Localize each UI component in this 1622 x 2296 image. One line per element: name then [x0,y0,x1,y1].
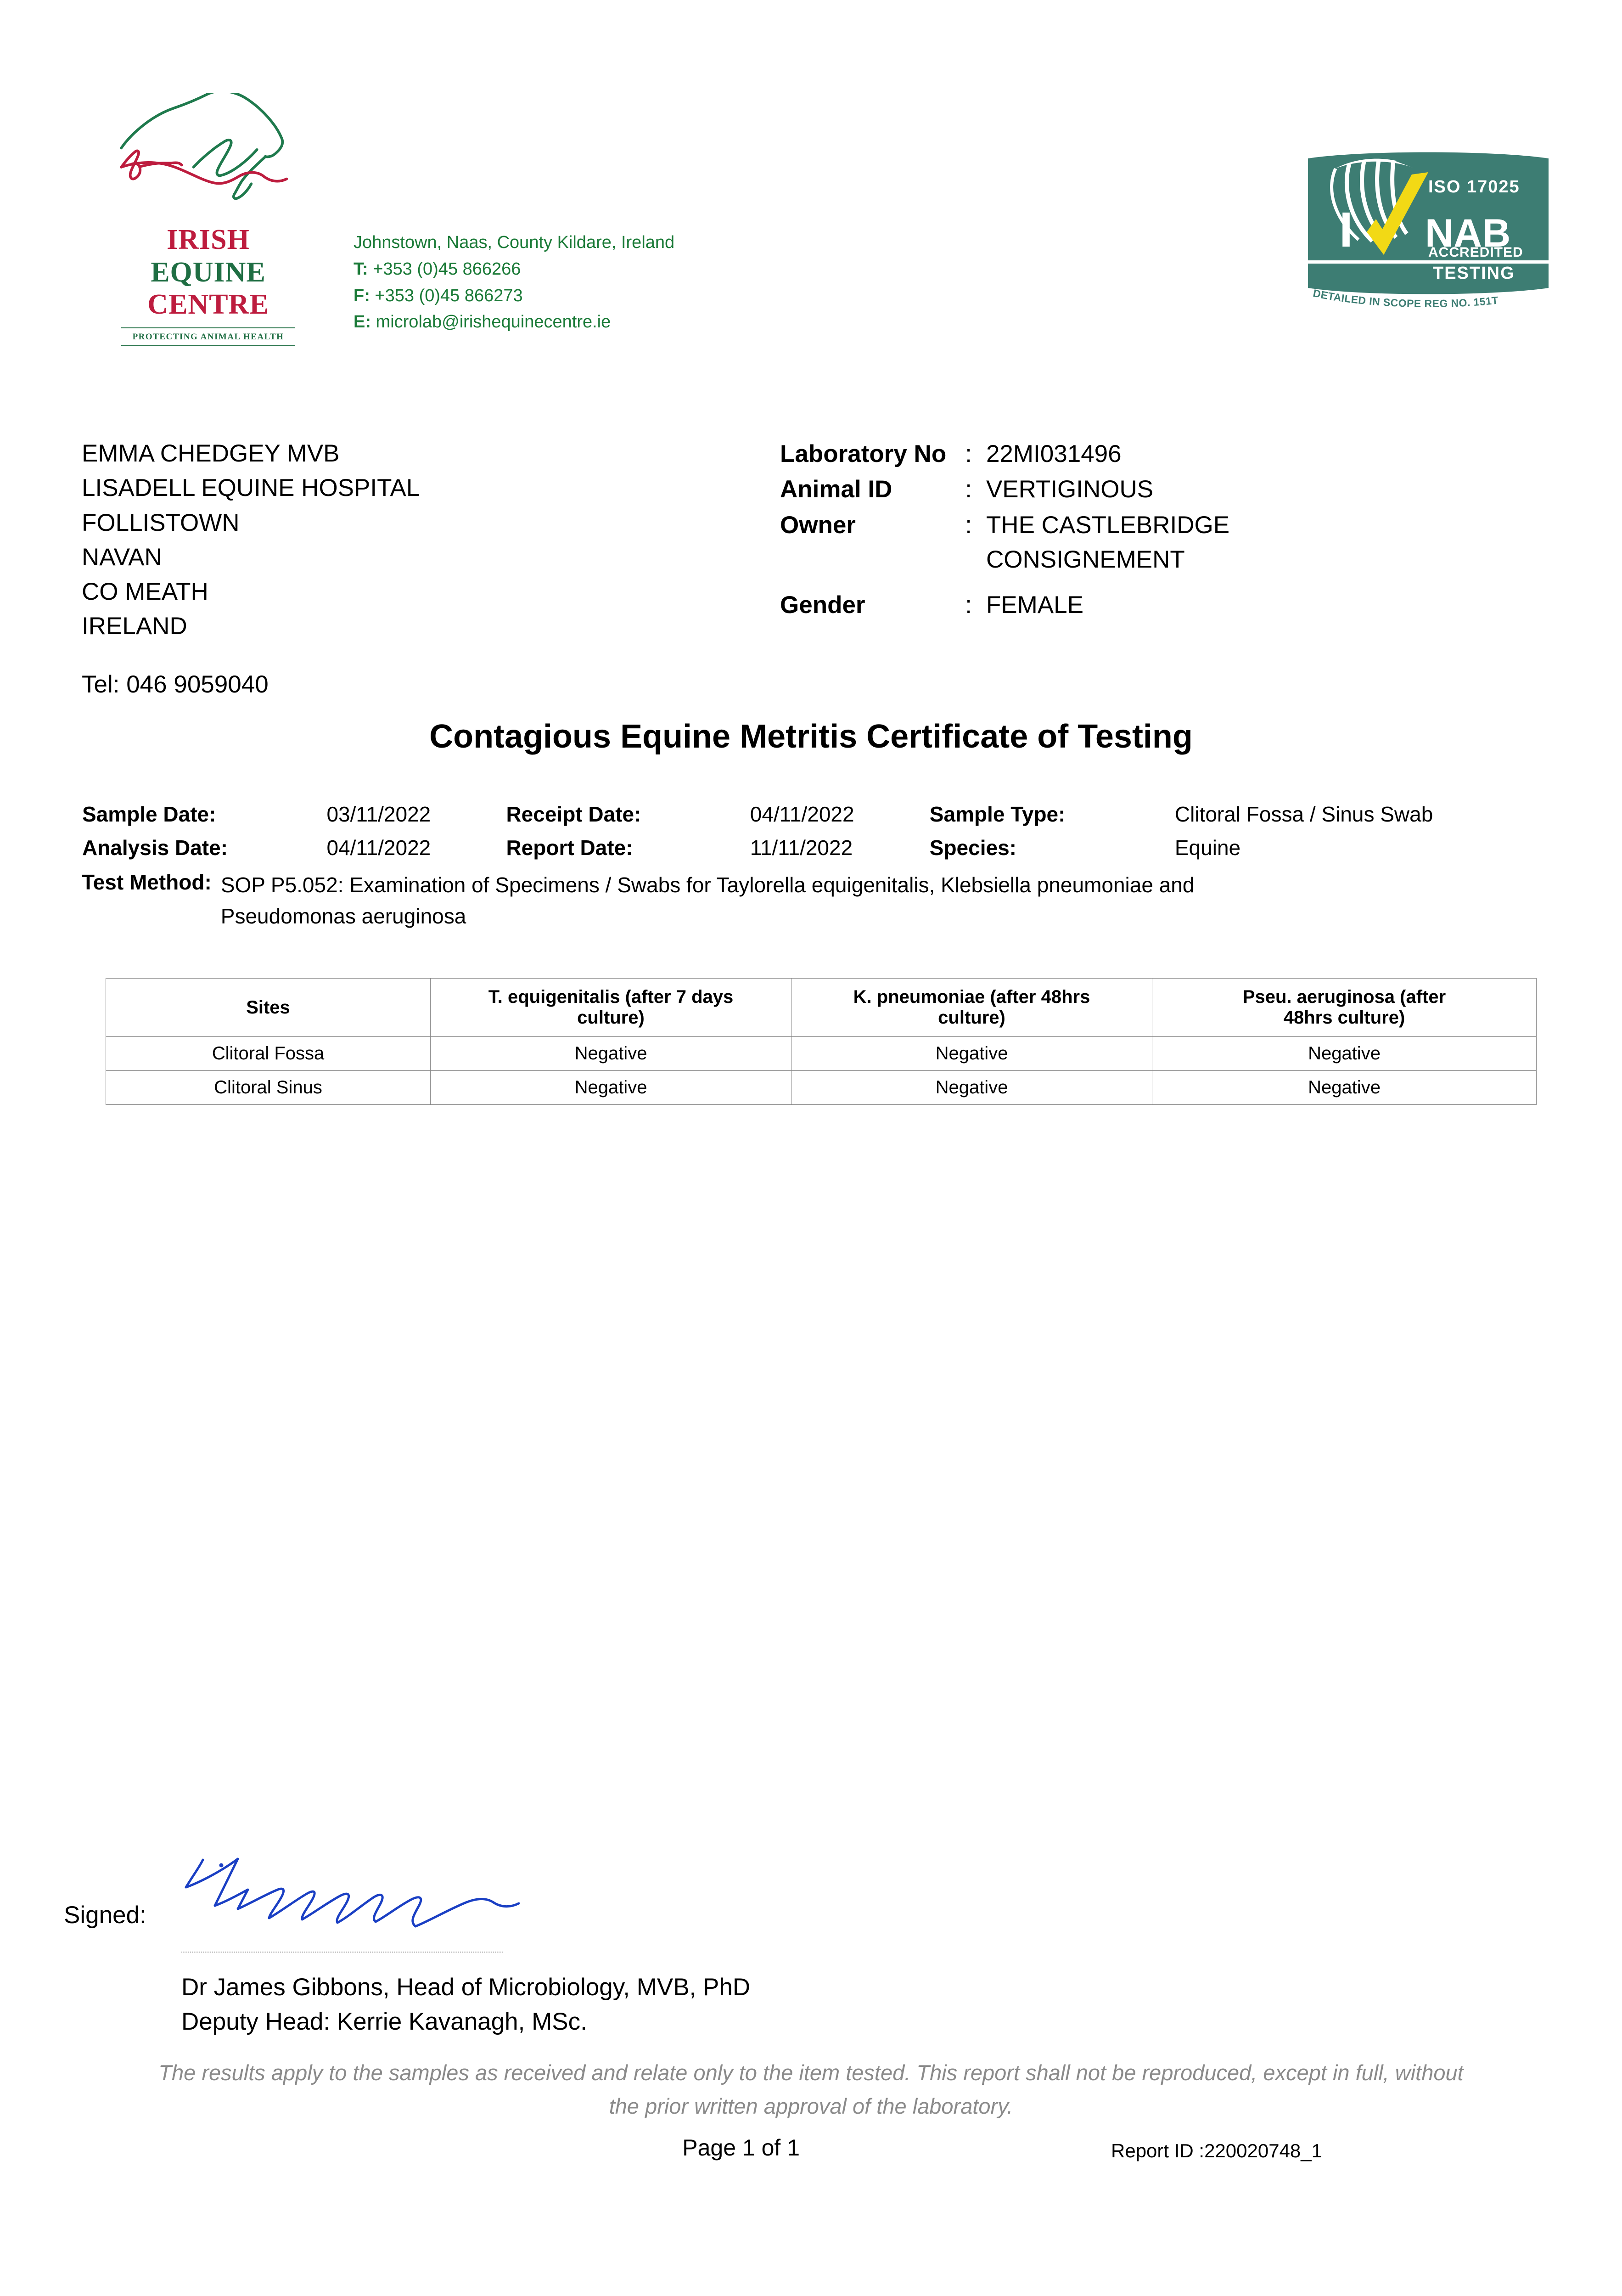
svg-text:ISO 17025: ISO 17025 [1428,177,1520,197]
svg-text:I: I [1339,202,1353,257]
svg-text:TESTING: TESTING [1433,264,1515,283]
svg-text:ACCREDITED: ACCREDITED [1428,245,1523,260]
